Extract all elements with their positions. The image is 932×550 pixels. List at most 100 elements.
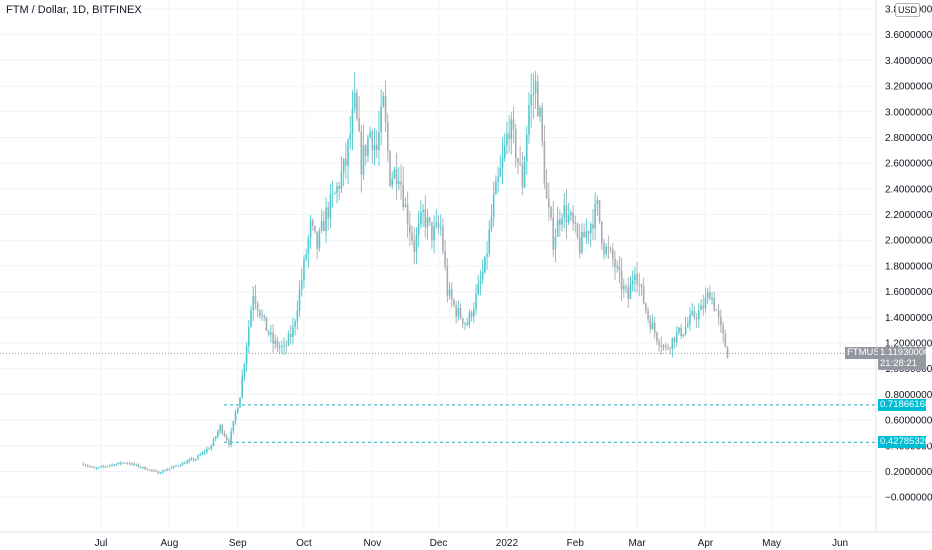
candle-body[interactable] — [525, 134, 528, 162]
candle-body[interactable] — [550, 207, 552, 218]
candle-body[interactable] — [325, 207, 327, 231]
candle-body[interactable] — [675, 332, 678, 342]
candle-body[interactable] — [95, 467, 98, 469]
candle-body[interactable] — [364, 145, 367, 156]
candle-body[interactable] — [618, 266, 621, 271]
candle-body[interactable] — [413, 240, 416, 252]
candle-body[interactable] — [402, 184, 405, 208]
candle-body[interactable] — [715, 309, 718, 311]
candle-body[interactable] — [501, 157, 504, 168]
candle-body[interactable] — [181, 462, 184, 466]
candle-body[interactable] — [660, 345, 663, 347]
candle-body[interactable] — [625, 285, 627, 288]
candle-body[interactable] — [424, 209, 427, 227]
candle-body[interactable] — [530, 95, 532, 106]
candle-body[interactable] — [250, 310, 252, 327]
candle-body[interactable] — [459, 307, 462, 319]
candle-body[interactable] — [157, 471, 160, 474]
candle-body[interactable] — [175, 465, 177, 467]
candle-body[interactable] — [256, 303, 259, 311]
candle-body[interactable] — [609, 248, 612, 250]
candle-body[interactable] — [634, 274, 636, 281]
candle-body[interactable] — [210, 445, 213, 449]
candle-body[interactable] — [155, 470, 157, 472]
candle-body[interactable] — [486, 253, 488, 257]
candle-body[interactable] — [139, 466, 142, 468]
candle-body[interactable] — [102, 466, 105, 468]
time-axis[interactable]: Jul Aug Sep Oct Nov Dec 2022 Feb Mar Apr May Jun — [95, 538, 848, 549]
candle-body[interactable] — [417, 223, 420, 235]
candle-body[interactable] — [133, 463, 135, 465]
candle-body[interactable] — [97, 467, 100, 468]
candle-body[interactable] — [616, 266, 619, 268]
candle-body[interactable] — [263, 315, 266, 317]
candle-body[interactable] — [347, 140, 349, 166]
candle-body[interactable] — [340, 172, 343, 189]
candle-body[interactable] — [671, 337, 674, 350]
candle-body[interactable] — [358, 118, 360, 132]
candle-body[interactable] — [287, 333, 290, 346]
candle-body[interactable] — [294, 321, 296, 327]
candle-body[interactable] — [559, 219, 561, 225]
candle-body[interactable] — [720, 316, 722, 326]
candle-body[interactable] — [481, 272, 484, 280]
candle-body[interactable] — [492, 194, 495, 217]
candle-body[interactable] — [239, 397, 241, 408]
candle-body[interactable] — [393, 169, 396, 179]
candle-body[interactable] — [283, 344, 285, 347]
candle-body[interactable] — [131, 463, 133, 465]
candle-body[interactable] — [680, 327, 682, 337]
candle-body[interactable] — [309, 220, 312, 239]
candle-body[interactable] — [422, 209, 424, 213]
candle-body[interactable] — [236, 407, 239, 414]
candle-body[interactable] — [682, 334, 685, 337]
candle-body[interactable] — [225, 436, 228, 441]
candle-body[interactable] — [111, 464, 113, 466]
candle-body[interactable] — [356, 92, 358, 119]
candle-body[interactable] — [446, 266, 449, 296]
candle-body[interactable] — [497, 176, 499, 182]
candle-body[interactable] — [510, 119, 513, 139]
candle-body[interactable] — [248, 326, 250, 347]
candle-body[interactable] — [521, 164, 524, 188]
candle-body[interactable] — [684, 326, 687, 335]
candle-body[interactable] — [389, 151, 391, 186]
candle-body[interactable] — [587, 231, 590, 234]
candle-body[interactable] — [636, 274, 638, 285]
candle-body[interactable] — [292, 326, 294, 338]
candle-body[interactable] — [345, 158, 347, 166]
candle-body[interactable] — [334, 192, 336, 194]
candle-body[interactable] — [311, 220, 314, 226]
candle-body[interactable] — [552, 217, 555, 250]
candle-body[interactable] — [386, 122, 389, 152]
candle-body[interactable] — [603, 242, 605, 255]
candle-body[interactable] — [631, 280, 634, 285]
candle-body[interactable] — [468, 312, 471, 326]
candle-body[interactable] — [495, 181, 497, 195]
candle-body[interactable] — [391, 178, 393, 186]
candle-body[interactable] — [217, 431, 219, 437]
candle-body[interactable] — [144, 466, 146, 470]
candle-body[interactable] — [488, 229, 491, 254]
candle-body[interactable] — [722, 325, 724, 334]
candle-body[interactable] — [532, 93, 535, 96]
candle-body[interactable] — [214, 436, 217, 439]
candle-body[interactable] — [596, 200, 599, 205]
candle-body[interactable] — [578, 236, 581, 253]
candle-body[interactable] — [338, 186, 341, 189]
candle-body[interactable] — [691, 311, 694, 315]
candle-body[interactable] — [289, 333, 292, 338]
candle-body[interactable] — [109, 465, 111, 467]
candle-body[interactable] — [274, 340, 277, 344]
candle-body[interactable] — [323, 221, 325, 231]
candle-body[interactable] — [669, 348, 671, 350]
candle-body[interactable] — [651, 322, 654, 329]
candle-body[interactable] — [426, 217, 429, 227]
candle-body[interactable] — [704, 297, 707, 309]
candle-body[interactable] — [342, 158, 345, 173]
candle-body[interactable] — [369, 131, 371, 138]
candle-body[interactable] — [473, 309, 475, 317]
candle-body[interactable] — [567, 215, 570, 223]
candle-body[interactable] — [656, 332, 658, 342]
candle-body[interactable] — [349, 134, 352, 141]
